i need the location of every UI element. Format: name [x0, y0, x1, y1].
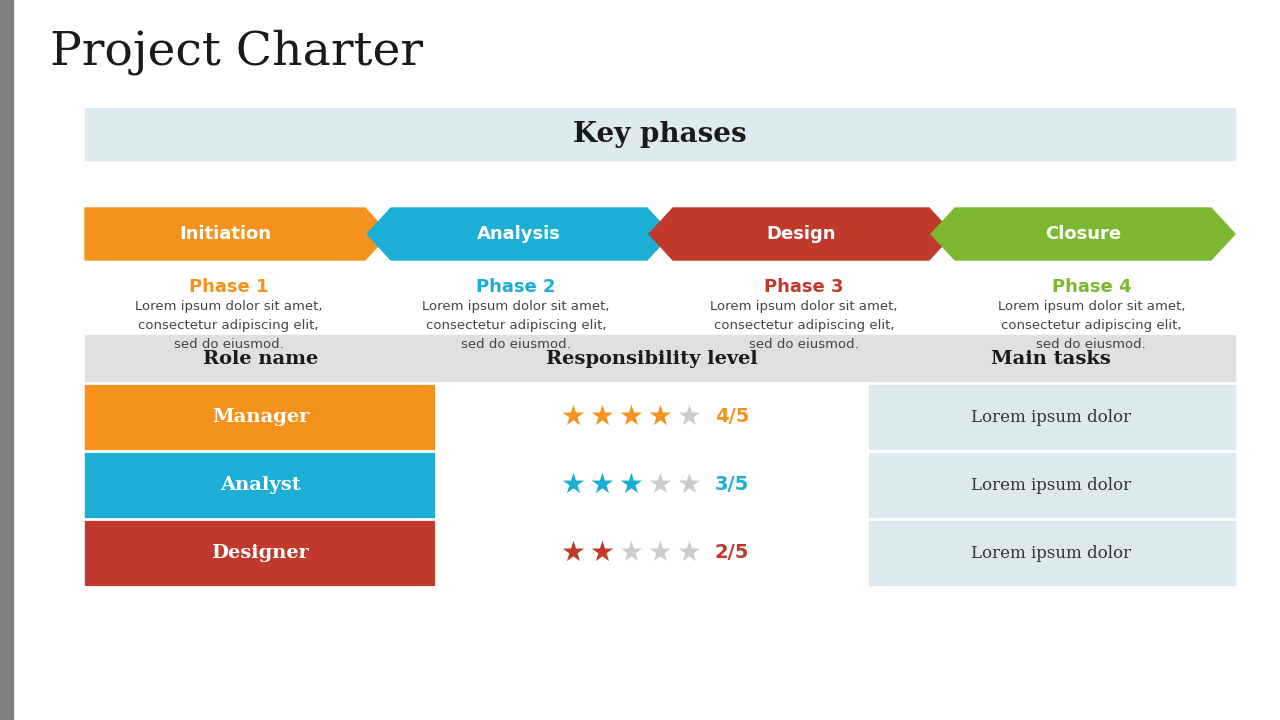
Text: Initiation: Initiation — [179, 225, 271, 243]
Text: 4/5: 4/5 — [714, 408, 749, 426]
Bar — [867, 451, 1235, 519]
Polygon shape — [84, 208, 389, 260]
Bar — [84, 383, 435, 451]
Text: Lorem ipsum dolor: Lorem ipsum dolor — [972, 544, 1132, 562]
Text: ★: ★ — [559, 539, 585, 567]
Text: Phase 2: Phase 2 — [476, 278, 556, 296]
Text: Phase 4: Phase 4 — [1051, 278, 1132, 296]
Text: Lorem ipsum dolor: Lorem ipsum dolor — [972, 408, 1132, 426]
Text: ★: ★ — [646, 539, 672, 567]
Text: Lorem ipsum dolor sit amet,
consectetur adipiscing elit,
sed do eiusmod.: Lorem ipsum dolor sit amet, consectetur … — [422, 300, 611, 351]
Text: ★: ★ — [646, 403, 672, 431]
Text: 2/5: 2/5 — [714, 544, 749, 562]
Text: ★: ★ — [618, 471, 643, 499]
Text: Role name: Role name — [202, 350, 317, 368]
Text: 3/5: 3/5 — [714, 475, 749, 495]
Text: Analyst: Analyst — [220, 476, 301, 494]
Bar — [867, 519, 1235, 587]
Text: ★: ★ — [676, 539, 701, 567]
Bar — [0, 0, 13, 720]
Text: ★: ★ — [559, 471, 585, 499]
Polygon shape — [367, 208, 671, 260]
Text: Key phases: Key phases — [573, 120, 746, 148]
Text: ★: ★ — [676, 471, 701, 499]
Bar — [435, 519, 867, 587]
Text: ★: ★ — [589, 471, 614, 499]
Polygon shape — [649, 208, 954, 260]
Text: ★: ★ — [676, 403, 701, 431]
Text: ★: ★ — [646, 471, 672, 499]
Text: ★: ★ — [589, 539, 614, 567]
Text: Analysis: Analysis — [477, 225, 561, 243]
Text: ★: ★ — [589, 403, 614, 431]
Text: ★: ★ — [618, 403, 643, 431]
Text: Design: Design — [767, 225, 836, 243]
Bar — [84, 335, 1235, 383]
Bar — [867, 383, 1235, 451]
Text: Manager: Manager — [211, 408, 308, 426]
Bar — [84, 519, 435, 587]
Text: Lorem ipsum dolor sit amet,
consectetur adipiscing elit,
sed do eiusmod.: Lorem ipsum dolor sit amet, consectetur … — [134, 300, 323, 351]
Text: ★: ★ — [559, 403, 585, 431]
Polygon shape — [931, 208, 1235, 260]
Text: Designer: Designer — [211, 544, 310, 562]
Bar — [84, 451, 435, 519]
Text: Responsibility level: Responsibility level — [545, 350, 758, 368]
Text: ★: ★ — [618, 539, 643, 567]
Text: Phase 1: Phase 1 — [189, 278, 269, 296]
Bar — [435, 383, 867, 451]
Bar — [435, 451, 867, 519]
Text: Lorem ipsum dolor: Lorem ipsum dolor — [972, 477, 1132, 493]
Text: Project Charter: Project Charter — [50, 29, 422, 75]
Text: Main tasks: Main tasks — [991, 350, 1111, 368]
Text: Lorem ipsum dolor sit amet,
consectetur adipiscing elit,
sed do eiusmod.: Lorem ipsum dolor sit amet, consectetur … — [710, 300, 897, 351]
Bar — [84, 108, 1235, 160]
Text: Phase 3: Phase 3 — [764, 278, 844, 296]
Text: Closure: Closure — [1044, 225, 1121, 243]
Text: Lorem ipsum dolor sit amet,
consectetur adipiscing elit,
sed do eiusmod.: Lorem ipsum dolor sit amet, consectetur … — [997, 300, 1185, 351]
